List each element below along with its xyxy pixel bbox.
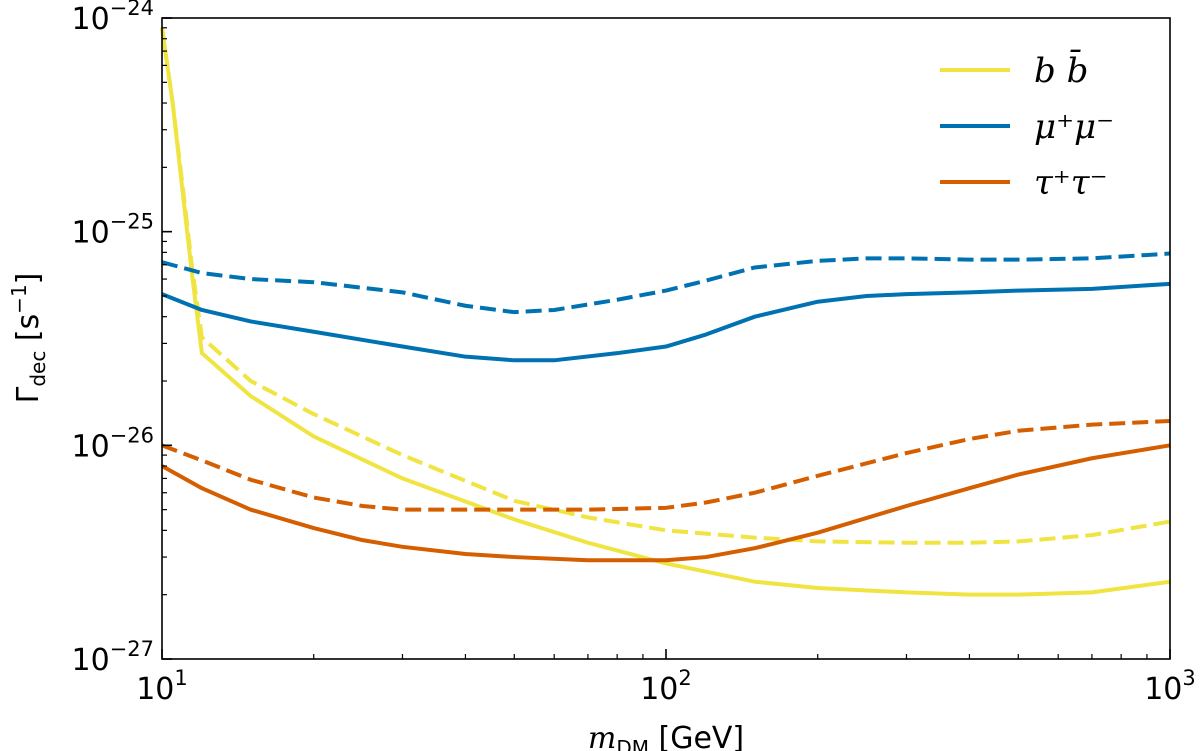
tick-layer: 101 102 103 10−27 10−26 10−25 10−24 <box>71 0 1195 707</box>
legend: b b̄ μ⁺μ⁻ τ⁺τ⁻ <box>940 49 1114 203</box>
y-tick-label: 10−27 <box>71 637 154 678</box>
series-line-4-solid <box>161 443 1171 563</box>
y-tick-label: 10−24 <box>71 0 154 37</box>
y-tick-label: 10−25 <box>71 210 154 251</box>
x-tick-label: 103 <box>1144 666 1196 707</box>
x-axis-label-subscript: DM <box>616 736 649 751</box>
series-line-1-dashed <box>160 27 1171 545</box>
y-axis-label-subscript: dec <box>26 351 50 387</box>
y-axis-label-unit-close: ] <box>11 273 46 285</box>
x-tick-label: 101 <box>136 666 188 707</box>
y-axis-label: Γdec [s−1] <box>7 273 50 404</box>
legend-label-1: μ⁺μ⁻ <box>1034 107 1114 147</box>
series-line-5-dashed <box>161 418 1171 512</box>
y-tick-label: 10−26 <box>71 423 154 464</box>
y-axis-label-unit: [s <box>11 314 46 351</box>
series-line-2-solid <box>161 281 1171 363</box>
series-layer <box>160 27 1171 597</box>
x-axis-label: mDM [GeV] <box>588 721 744 751</box>
y-axis-label-unit-exp: −1 <box>7 284 31 313</box>
legend-label-0: b b̄ <box>1034 49 1088 91</box>
x-axis-label-text: m <box>588 721 616 751</box>
x-axis-label-unit: [GeV] <box>649 721 744 751</box>
legend-label-2: τ⁺τ⁻ <box>1034 163 1108 203</box>
x-tick-label: 102 <box>640 666 692 707</box>
series-line-3-dashed <box>161 251 1171 315</box>
y-axis-label-symbol: Γ <box>11 386 46 403</box>
